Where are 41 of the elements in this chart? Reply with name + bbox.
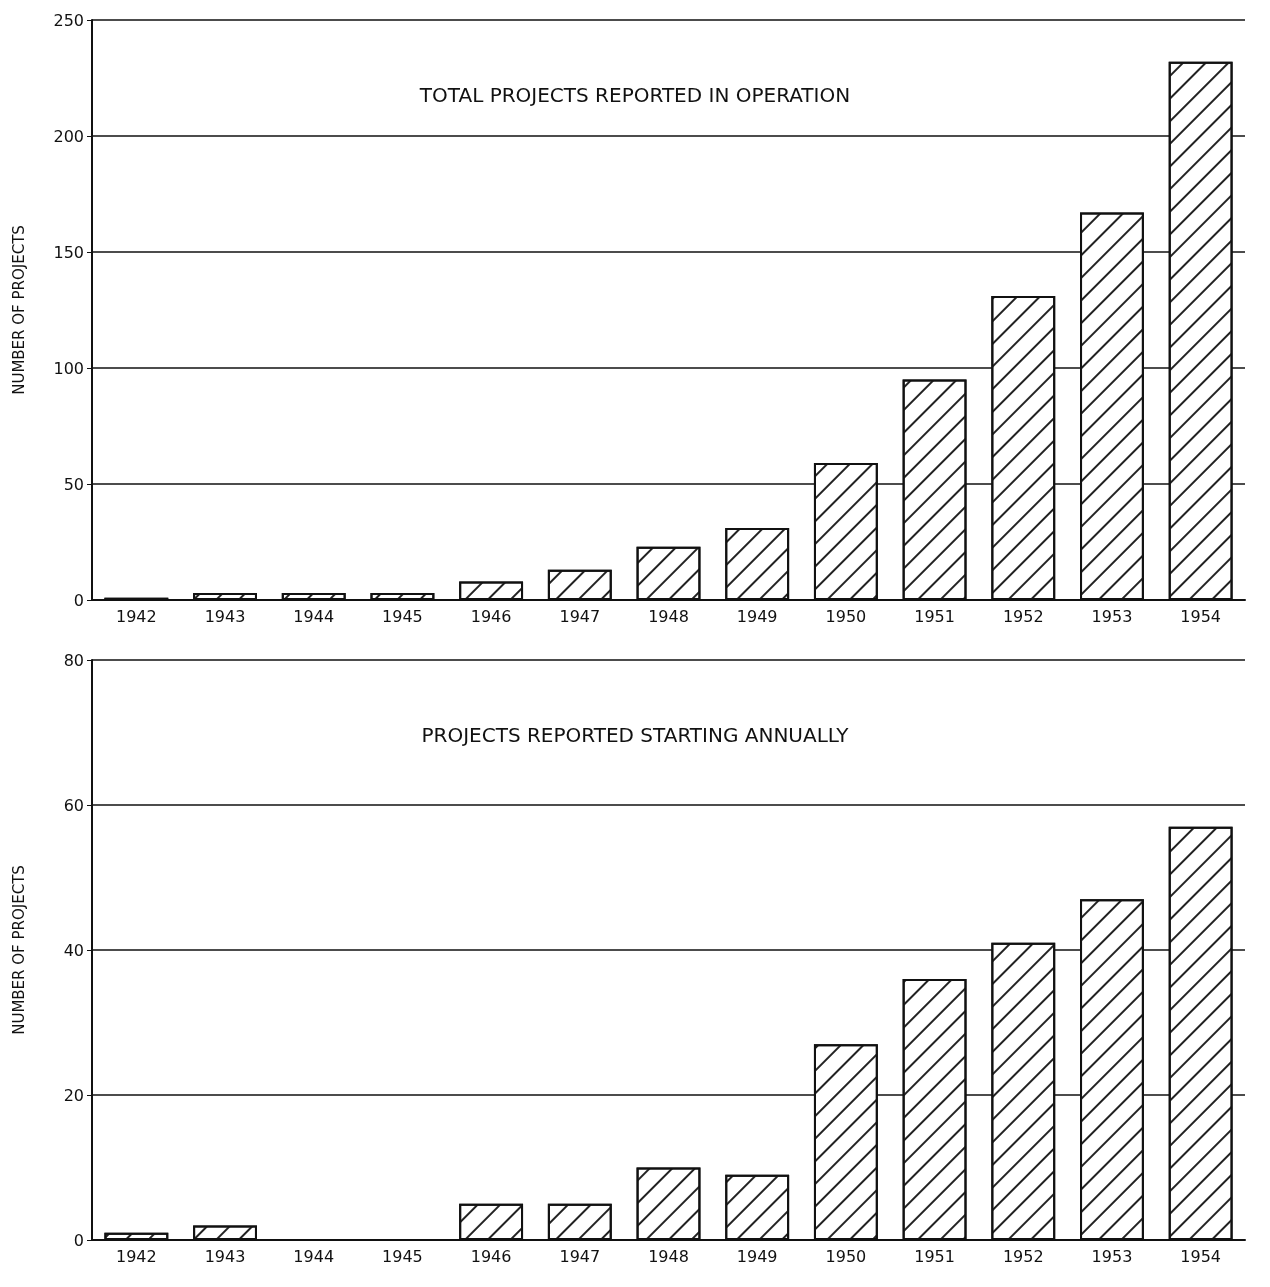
x-tick-label: 1951 — [914, 1246, 955, 1266]
x-tick-label: 1948 — [648, 1246, 689, 1266]
x-tick-label: 1946 — [470, 1246, 512, 1266]
y-tick-label: 0 — [73, 1230, 84, 1250]
x-tick-label: 1950 — [825, 606, 867, 626]
y-tick-label: 250 — [53, 10, 84, 30]
x-tick-label: 1951 — [914, 606, 955, 626]
x-tick-label: 1947 — [559, 606, 601, 626]
x-tick-label: 1952 — [1002, 1246, 1044, 1266]
y-tick-label: 100 — [53, 358, 84, 378]
x-tick-label: 1945 — [382, 606, 423, 626]
y-tick-label: 80 — [63, 650, 84, 670]
y-tick-label: 150 — [53, 242, 84, 262]
x-tick-label: 1949 — [736, 606, 778, 626]
y-tick-label: 0 — [73, 590, 84, 610]
x-tick-label: 1944 — [293, 606, 335, 626]
x-tick-label: 1942 — [115, 606, 157, 626]
x-tick-label: 1948 — [648, 606, 689, 626]
x-tick-label: 1947 — [559, 1246, 601, 1266]
y-axis-title: NUMBER OF PROJECTS — [9, 225, 28, 395]
x-tick-label: 1954 — [1180, 1246, 1222, 1266]
x-tick-label: 1954 — [1180, 606, 1222, 626]
y-tick-label: 40 — [63, 940, 84, 960]
y-tick-label: 60 — [63, 795, 84, 815]
x-tick-label: 1949 — [736, 1246, 778, 1266]
x-tick-label: 1953 — [1091, 1246, 1133, 1266]
y-axis-title: NUMBER OF PROJECTS — [9, 865, 28, 1035]
x-tick-label: 1945 — [382, 1246, 423, 1266]
x-tick-label: 1944 — [293, 1246, 335, 1266]
text: TOTAL PROJECTS REPORTED IN OPERATION — [418, 83, 851, 107]
text: PROJECTS REPORTED STARTING ANNUALLY — [421, 723, 850, 747]
x-tick-label: 1952 — [1002, 606, 1044, 626]
y-tick-label: 20 — [63, 1085, 84, 1105]
y-tick-label: 50 — [63, 474, 84, 494]
x-tick-label: 1946 — [470, 606, 512, 626]
x-tick-label: 1943 — [204, 606, 246, 626]
x-tick-label: 1942 — [115, 1246, 157, 1266]
x-tick-label: 1953 — [1091, 606, 1133, 626]
y-tick-label: 200 — [53, 126, 84, 146]
x-tick-label: 1950 — [825, 1246, 867, 1266]
x-tick-label: 1943 — [204, 1246, 246, 1266]
